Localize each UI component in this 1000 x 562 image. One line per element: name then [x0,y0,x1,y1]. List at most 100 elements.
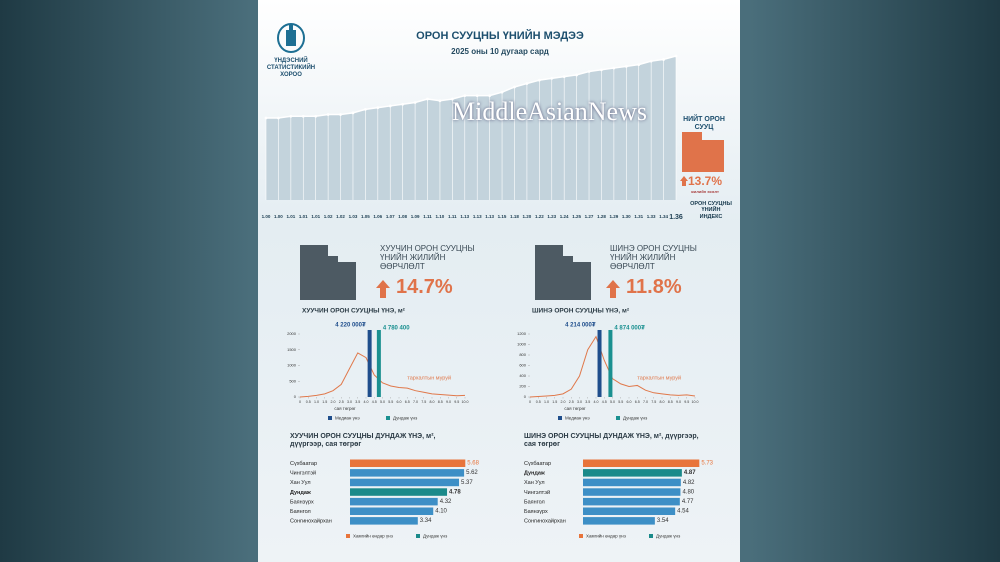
bar [350,517,418,525]
x-tick-label: 9.5 [684,400,689,404]
y-tick-label: 600 [519,363,526,368]
value-label: 5.73 [701,461,713,467]
category-label: Дундаж [290,490,311,496]
value-label: 1.06 [373,214,382,219]
y-tick-label: 800 [519,352,526,357]
x-tick-label: 10.0 [692,400,699,404]
x-tick-label: 1.5 [322,400,327,404]
value-label: 1.22 [535,214,544,219]
index-point [550,76,554,80]
x-tick-label: 7.0 [643,400,648,404]
value-label: 1.25 [572,214,581,219]
x-tick-label: 8.5 [438,400,443,404]
value-label: 1.09 [411,214,420,219]
value-label: 4.77 [682,499,694,505]
index-line [266,55,677,119]
index-point [438,99,442,103]
legend-swatch [616,416,620,420]
value-label: 1.03 [349,214,358,219]
legend-label: Медиан үнэ [565,416,590,421]
median-bar [597,330,602,397]
value-label: 3.54 [657,518,669,524]
x-tick-label: 3.0 [347,400,352,404]
value-label: 1.36 [669,214,683,221]
distribution-curve [299,352,466,398]
value-label: 4.80 [682,489,694,495]
index-point [662,58,665,61]
value-label: 1.24 [560,214,569,219]
x-tick-label: 9.5 [454,400,459,404]
y-tick-label: 400 [519,373,526,378]
legend-swatch [558,416,562,420]
value-label: 1.18 [510,214,519,219]
y-tick-label: 1500 [287,347,297,352]
index-point [426,97,429,101]
index-point [612,66,616,70]
category-label: Сүхбаатар [524,461,551,467]
category-label: Сонгинохайрхан [290,518,332,525]
mean-bar [608,330,613,397]
x-tick-label: 2.5 [569,400,574,404]
bar [583,488,681,496]
category-label: Чингэлтэй [290,470,316,477]
y-tick-label: 0 [524,394,527,399]
index-point [388,104,392,108]
y-tick-label: 0 [294,394,297,399]
value-label: 1.11 [448,214,457,219]
value-label: 1.15 [498,214,507,219]
x-tick-label: 0.5 [536,400,541,404]
category-label: Сонгинохайрхан [524,518,566,525]
legend-swatch [328,416,332,420]
x-tick-label: 1.0 [314,400,319,404]
x-tick-label: 6.5 [405,400,410,404]
chart-title: ХУУЧИН ОРОН СУУЦНЫ ҮНЭ, м² [302,308,406,315]
value-label: 4.32 [440,499,452,505]
value-label: 5.68 [467,461,479,467]
x-axis-label: сая төгрөг [334,406,356,411]
y-tick-label: 1000 [287,363,297,368]
legend-label: Хамгийн өндөр үнэ [353,533,394,539]
value-label: 4.82 [683,480,695,486]
x-tick-label: 0 [299,400,301,404]
index-point [301,114,305,118]
value-label: 1.02 [324,214,333,219]
x-tick-label: 1.0 [544,400,549,404]
summary-label: НИЙТ ОРОН СУУЦ [683,116,725,132]
category-label: Баянгол [524,499,545,505]
summary-caption: жилийн өсөлт [691,189,719,194]
summary-value: 13.7% [688,174,723,188]
index-point [339,113,342,116]
x-tick-label: 10.0 [462,400,469,404]
building-icon-orange [682,132,724,172]
change-value: 11.8% [626,276,682,298]
value-label: 4.87 [684,470,696,476]
value-label: 1.27 [585,214,594,219]
org-name: ҮНДЭСНИЙ СТАТИСТИКИЙН ХОРОО [266,58,316,78]
x-tick-label: 6.5 [635,400,640,404]
x-tick-label: 2.0 [561,400,566,404]
value-label: 1.23 [547,214,556,219]
value-label: 1.08 [398,214,407,219]
value-label: 1.13 [460,214,469,219]
bar [350,497,438,506]
value-label: 3.34 [420,518,432,524]
x-tick-label: 3.5 [585,400,590,404]
value-label: 1.30 [622,214,631,219]
building-icon [300,245,591,300]
legend-label: Дундаж үнэ [393,416,418,421]
x-tick-label: 5.0 [380,400,385,404]
category-label: Баянгол [290,509,311,515]
value-label: 1.00 [262,214,271,219]
legend-swatch [416,534,420,538]
change-value: 14.7% [396,276,453,298]
index-point [537,78,541,82]
x-tick-label: 6.0 [397,400,402,404]
mean-bar [376,330,381,397]
index-point [637,63,641,67]
y-tick-label: 1000 [517,342,527,347]
value-label: 1.11 [423,214,432,219]
bar [583,517,655,525]
x-tick-label: 3.5 [355,400,360,404]
x-tick-label: 7.0 [413,400,418,404]
value-label: 5.37 [461,480,473,486]
